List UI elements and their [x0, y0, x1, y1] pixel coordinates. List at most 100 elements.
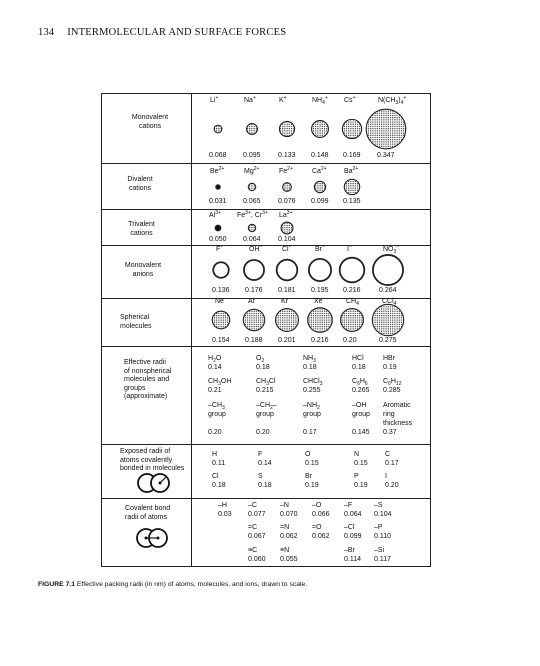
radius-value: 0.070	[280, 511, 298, 518]
label-divalent-cations: Divalent cations	[127, 176, 153, 192]
molecule-name: Ne	[215, 298, 224, 305]
molecule-name: NH3	[303, 355, 316, 364]
radius-value: 0.20	[256, 429, 270, 436]
group-label: ring	[383, 411, 395, 418]
radius-value: 0.077	[248, 511, 266, 518]
row-divider	[101, 209, 431, 210]
ion-name: Cl−	[282, 244, 292, 254]
molecule-name: C6H12	[383, 378, 402, 387]
bond-name: –Si	[374, 547, 385, 554]
molecule-name: H2O	[208, 355, 222, 364]
molecule-name: O2	[256, 355, 265, 364]
radius-value: 0.03	[218, 511, 232, 518]
molecule-name: CH3Cl	[256, 378, 276, 387]
label-monovalent-cations: Monovalent cations	[131, 114, 169, 130]
molecule-name: HBr	[383, 355, 396, 362]
ion-name: Fe3+, Cr3+	[237, 210, 268, 220]
ion-name: Fe2+	[279, 166, 293, 176]
group-label: group	[256, 411, 274, 418]
radius-value: 0.133	[278, 152, 296, 159]
radius-value: 0.110	[374, 533, 391, 540]
page-number: 134	[38, 27, 55, 38]
radius-value: 0.37	[383, 429, 397, 436]
molecule-name: Kr	[281, 298, 288, 305]
radius-value: 0.145	[352, 429, 370, 436]
radius-value: 0.18	[352, 364, 366, 371]
ion-name: F−	[216, 244, 224, 254]
ion-name: Na+	[244, 95, 256, 105]
row-divider	[101, 245, 431, 246]
row-divider	[101, 498, 431, 499]
bond-name: –P	[374, 524, 383, 531]
atom-name: N	[354, 451, 360, 458]
bond-name: –C	[248, 502, 257, 509]
bond-name: –N	[280, 502, 289, 509]
radius-value: 0.21	[208, 387, 222, 394]
molecule-name: Ar	[248, 298, 255, 305]
atom-name: S	[258, 473, 263, 480]
molecule-name: CH4	[346, 298, 359, 307]
caption-text: Effective packing radii (in nm) of atoms…	[75, 581, 308, 588]
table-divider	[191, 93, 192, 567]
radius-value: 0.255	[303, 387, 321, 394]
radius-value: 0.20	[343, 337, 357, 344]
bond-name: –Cl	[344, 524, 355, 531]
bond-name: –Br	[344, 547, 355, 554]
radius-value: 0.135	[343, 198, 361, 205]
ion-name: NH4+	[312, 95, 328, 106]
radius-value: 0.076	[278, 198, 296, 205]
label-effective-radii: Effective radii of nonspherical molecule…	[124, 359, 172, 400]
bond-name: ≡C	[248, 547, 258, 554]
radius-value: 0.18	[212, 482, 226, 489]
radius-value: 0.148	[311, 152, 329, 159]
ion-name: NO3−	[383, 244, 400, 255]
figure-caption: FIGURE 7.1 Effective packing radii (in n…	[38, 581, 307, 588]
atom-name: H	[212, 451, 218, 458]
atom-name: C	[385, 451, 391, 458]
radius-value: 0.064	[243, 236, 261, 243]
row-divider	[101, 298, 431, 299]
molecule-name: CCl4	[382, 298, 397, 307]
atom-name: P	[354, 473, 359, 480]
group-name: –NH2	[303, 402, 320, 411]
molecule-name: Xe	[314, 298, 323, 305]
label-monovalent-anions: Monovalent anions	[124, 262, 162, 278]
radius-value: 0.347	[377, 152, 395, 159]
radius-value: 0.062	[280, 533, 298, 540]
radius-value: 0.18	[256, 364, 270, 371]
ion-name: Br−	[315, 244, 325, 254]
group-name: –CH3	[208, 402, 225, 411]
radius-value: 0.062	[312, 533, 330, 540]
radius-value: 0.14	[208, 364, 222, 371]
ion-name: OH−	[249, 244, 263, 254]
label-spherical-molecules: Spherical molecules	[120, 314, 152, 330]
group-label: thickness	[383, 420, 413, 427]
radius-value: 0.18	[258, 482, 272, 489]
radius-value: 0.067	[248, 533, 266, 540]
radius-value: 0.19	[383, 364, 397, 371]
ion-name: Ba2+	[344, 166, 359, 176]
radius-value: 0.176	[245, 287, 263, 294]
radius-value: 0.14	[258, 460, 272, 467]
label-exposed-radii: Exposed radii of atoms covalently bonded…	[120, 448, 185, 472]
radius-value: 0.216	[343, 287, 361, 294]
molecule-name: HCl	[352, 355, 364, 362]
ion-name: La3+	[279, 210, 293, 220]
bond-name: ≡N	[280, 547, 290, 554]
radius-value: 0.181	[278, 287, 296, 294]
molecule-name: C6H6	[352, 378, 368, 387]
radius-value: 0.285	[383, 387, 401, 394]
radius-value: 0.20	[208, 429, 222, 436]
ion-name: Al3+	[209, 210, 221, 220]
radius-value: 0.154	[212, 337, 230, 344]
radius-value: 0.064	[344, 511, 362, 518]
group-name: –OH	[352, 402, 367, 409]
radius-value: 0.169	[343, 152, 361, 159]
radius-value: 0.066	[312, 511, 330, 518]
group-label: group	[208, 411, 226, 418]
bond-name: –H	[218, 502, 227, 509]
row-divider	[101, 163, 431, 164]
ion-name: Be2+	[210, 166, 225, 176]
ion-name: N(CH3)4+	[378, 95, 407, 106]
label-trivalent-cations: Trivalent cations	[128, 221, 155, 237]
